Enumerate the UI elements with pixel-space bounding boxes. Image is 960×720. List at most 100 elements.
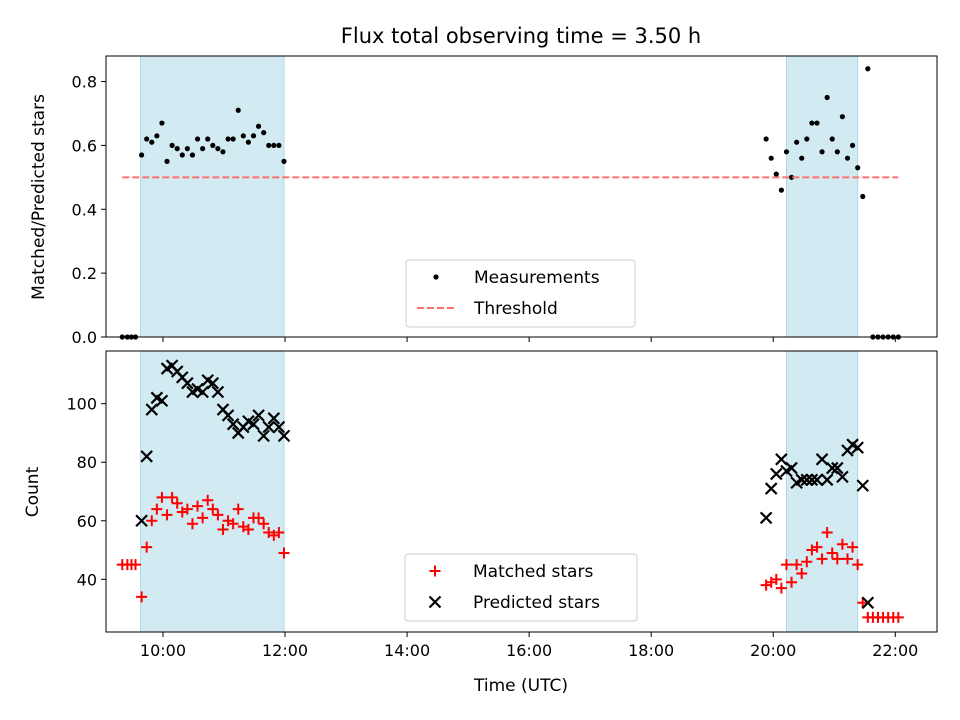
matched-stars-point [836,538,848,550]
measurement-point [763,136,769,142]
bottom-x-tick-label: 22:00 [872,641,918,660]
measurement-point [184,146,190,152]
top-shaded-window [140,56,284,337]
top-y-tick-label: 0.2 [72,264,97,283]
bottom-legend-box [404,553,638,622]
predicted-stars-point [759,511,773,525]
matched-stars-point [141,541,153,553]
measurement-point [839,114,846,120]
predicted-stars-point [257,429,270,443]
matched-stars-point [197,512,209,524]
bottom-x-tick-label: 18:00 [628,641,674,660]
matched-stars-point [847,541,859,553]
measurement-point [768,155,774,161]
top-y-tick-label: 0.4 [72,200,97,219]
measurement-point [271,142,277,149]
bottom-x-tick-label: 14:00 [384,641,430,660]
predicted-stars-point [820,473,834,487]
measurement-point [159,120,165,126]
predicted-stars-point [785,461,798,475]
legend-matched-swatch [429,565,441,577]
predicted-stars-point [831,461,844,475]
matched-stars-point [227,518,239,530]
matched-stars-point [775,582,787,594]
predicted-stars-point [861,596,875,610]
predicted-stars-point [206,376,220,390]
bottom-y-tick-label: 80 [77,453,97,472]
matched-stars-point [151,503,163,515]
matched-stars-point [156,491,168,503]
measurement-point [138,152,145,158]
measurement-point [281,158,287,164]
matched-stars-point [171,497,183,509]
predicted-stars-point [140,450,153,463]
bottom-x-tick-label: 16:00 [506,641,552,660]
measurement-point [194,136,201,142]
top-legend-label: Measurements [474,268,600,288]
matched-stars-point [146,515,158,527]
predicted-stars-point [247,417,260,431]
matched-stars-point [186,518,198,530]
predicted-stars-point [825,461,839,475]
top-panel: 0.0 0.2 0.4 0.6 0.8 Measurements Threshold [72,55,938,347]
top-y-tick-label: 0.8 [72,73,97,92]
measurement-point [849,142,856,149]
bottom-y-tick-label: 100 [66,395,97,414]
measurement-point [865,66,871,72]
measurement-point [189,152,196,158]
measurement-point [788,174,795,180]
measurement-point [794,139,800,145]
matched-stars-point [852,559,864,571]
plot-layers: 0.0 0.2 0.4 0.6 0.8 Measurements Threshold 40 60… [66,55,938,660]
measurement-point [261,130,267,136]
measurement-point [164,158,170,164]
matched-stars-point [821,526,833,538]
top-axes-frame [105,55,938,338]
top-legend-label: Threshold [473,299,558,319]
predicted-stars-point [272,420,286,434]
predicted-stars-point [810,473,824,487]
predicted-stars-point [277,429,291,443]
predicted-stars-point [226,417,240,431]
matched-stars-point [217,524,229,536]
top-y-tick-label: 0.6 [72,136,97,155]
matched-stars-point [892,611,904,623]
matched-stars-point [278,547,290,559]
predicted-stars-point [196,385,209,399]
measurement-point [778,187,784,193]
measurement-point [250,133,257,139]
measurement-point [824,94,830,101]
predicted-stars-point [795,473,808,487]
matched-stars-point [232,503,244,515]
predicted-stars-point [135,514,148,528]
measurement-point [860,193,866,200]
matched-stars-point [129,559,141,571]
legend-measurement-swatch [433,274,439,280]
predicted-stars-point [262,420,276,434]
matched-stars-point [242,524,254,536]
measurement-point [220,149,226,155]
measurement-point [276,142,282,149]
bottom-legend-label: Matched stars [473,562,593,582]
predicted-stars-point [805,473,819,487]
bottom-y-tick-label: 40 [77,570,97,589]
measurement-point [235,107,241,113]
matched-stars-point [161,509,173,521]
measurement-point [225,136,231,142]
bottom-x-tick-label: 10:00 [140,641,186,660]
top-shaded-window [786,56,858,337]
bottom-shaded-window [786,351,858,632]
bottom-legend-label: Predicted stars [473,593,600,613]
matched-stars-point [136,591,148,603]
measurement-point [215,146,221,152]
predicted-stars-point [252,409,265,422]
predicted-stars-point [815,453,829,466]
bottom-axes-frame [105,350,938,633]
measurement-point [855,165,861,171]
predicted-stars-point [155,394,169,408]
top-y-tick-label: 0.0 [72,328,97,347]
matched-stars-point [816,553,828,565]
measurement-point [773,171,779,177]
legend-predicted-swatch [428,595,442,609]
predicted-stars-point [836,470,849,484]
